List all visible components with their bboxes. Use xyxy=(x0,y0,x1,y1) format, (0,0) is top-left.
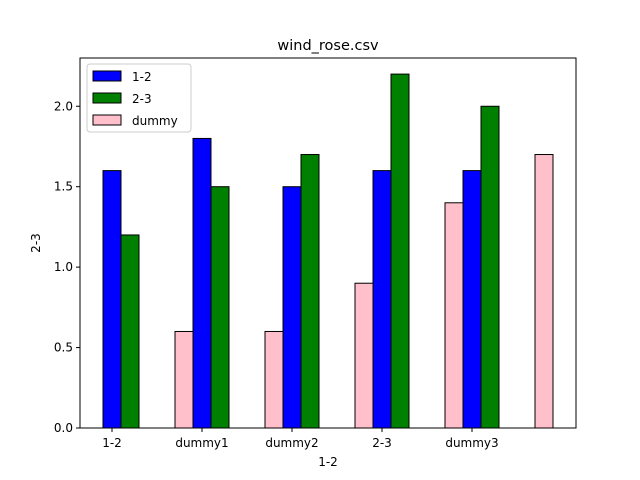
legend-label: 1-2 xyxy=(132,70,152,84)
x-tick-label: 2-3 xyxy=(372,436,392,450)
x-tick-label: dummy3 xyxy=(445,436,498,450)
bar-1-2-1 xyxy=(192,137,212,429)
y-axis-title: 2-3 xyxy=(29,233,43,253)
chart-title: wind_rose.csv xyxy=(277,38,379,54)
x-tick-label: dummy2 xyxy=(265,436,318,450)
y-tick-label: 1.0 xyxy=(54,260,73,274)
bar-1-2-0 xyxy=(102,170,122,429)
y-tick-label: 0.0 xyxy=(54,421,73,435)
ticks-layer: 0.0 0.5 1.0 1.5 2.0 1-2 dummy1 dummy2 2-3 dummy3 xyxy=(54,99,499,450)
y-tick-label: 1.5 xyxy=(54,180,73,194)
bar-dummy-2 xyxy=(264,330,284,429)
bars-layer xyxy=(102,73,554,429)
bar-1-2-4 xyxy=(462,170,482,429)
bar-2-3-3 xyxy=(390,73,410,429)
plot-frame xyxy=(79,57,577,429)
bar-dummy-3 xyxy=(354,282,374,429)
legend-swatch-2-3 xyxy=(92,92,122,104)
bar-dummy-1 xyxy=(174,330,194,429)
legend-label: dummy xyxy=(132,114,178,128)
legend-swatch-dummy xyxy=(92,114,122,126)
legend-swatch-1-2 xyxy=(92,70,122,82)
bar-dummy-4 xyxy=(444,202,464,429)
bar-2-3-4 xyxy=(480,105,500,429)
bar-2-3-1 xyxy=(210,186,230,429)
bar-dummy-5 xyxy=(534,154,554,429)
x-tick-label: dummy1 xyxy=(175,436,228,450)
x-tick-label: 1-2 xyxy=(102,436,122,450)
bar-1-2-2 xyxy=(282,186,302,429)
y-tick-label: 2.0 xyxy=(54,99,73,113)
legend: 1-2 2-3 dummy xyxy=(86,63,192,133)
x-axis-title: 1-2 xyxy=(318,455,338,469)
bar-2-3-2 xyxy=(300,154,320,429)
y-tick-label: 0.5 xyxy=(54,341,73,355)
legend-label: 2-3 xyxy=(132,92,152,106)
bar-2-3-0 xyxy=(120,234,140,429)
bar-1-2-3 xyxy=(372,170,392,429)
